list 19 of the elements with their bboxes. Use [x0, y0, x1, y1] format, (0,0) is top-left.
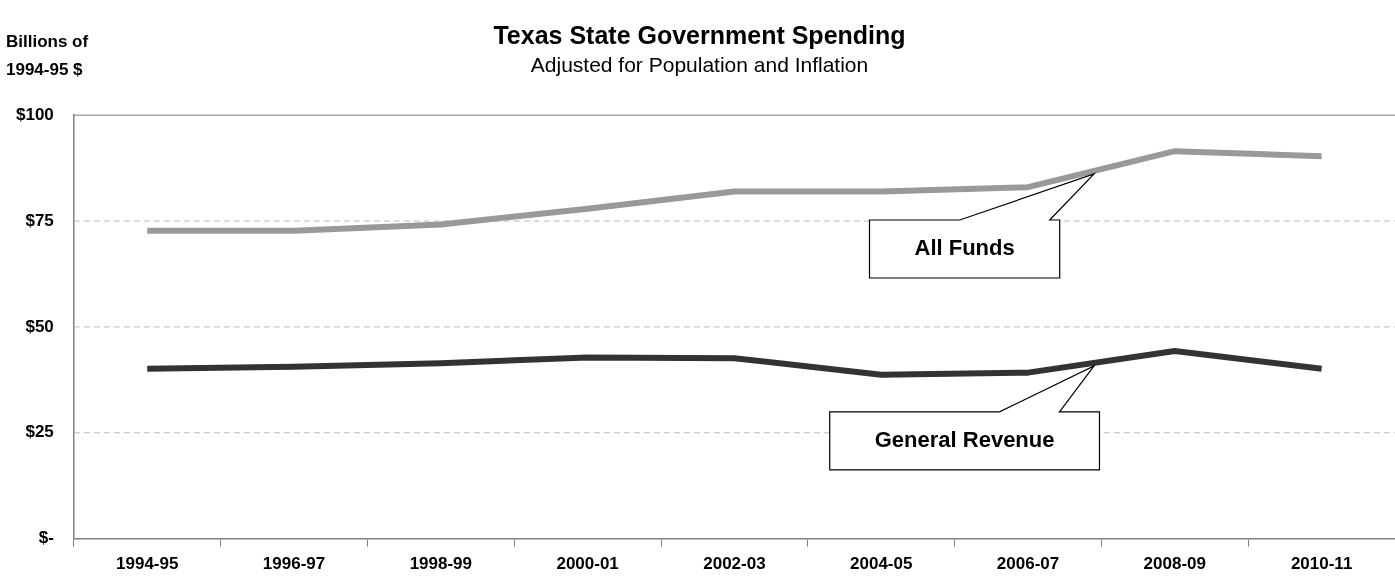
x-tick-label: 1996-97 [262, 554, 326, 574]
x-tick-label: 2006-07 [996, 554, 1060, 574]
chart-subtitle: Adjusted for Population and Inflation [530, 53, 869, 77]
y-tick-label: $50 [25, 316, 54, 336]
x-tick-label: 1998-99 [409, 554, 473, 574]
y-axis-title: Billions of 1994-95 $ [6, 31, 90, 81]
y-tick-label: $100 [15, 104, 54, 124]
text: All Funds [914, 235, 1015, 261]
y-tick-label: $- [38, 528, 54, 548]
x-tick-label: 2010-11 [1290, 554, 1353, 574]
chart-title: Texas State Government Spending [493, 20, 906, 49]
x-tick-label: 2008-09 [1143, 554, 1206, 574]
y-tick-label: $25 [25, 422, 54, 442]
x-tick-label: 2002-03 [703, 554, 766, 574]
x-tick-label: 2004-05 [850, 554, 913, 574]
y-tick-label: $75 [25, 210, 54, 230]
text: General Revenue [874, 426, 1055, 452]
x-tick-label: 2000-01 [556, 554, 619, 574]
x-tick-label: 1994-95 [116, 554, 179, 574]
